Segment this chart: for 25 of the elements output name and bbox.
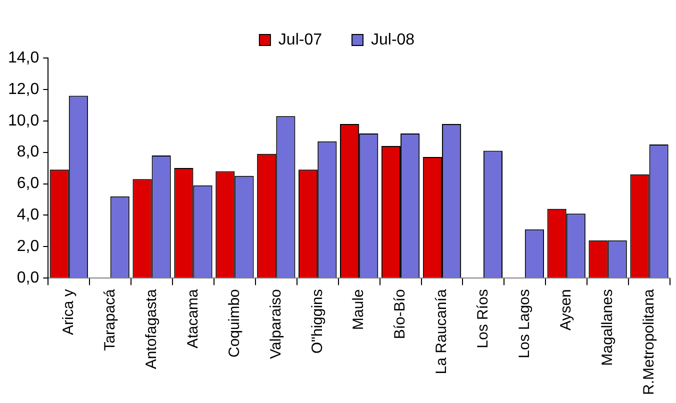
x-tick-label: R.Metropolitana: [640, 288, 658, 396]
y-tick-label: 4,0: [16, 206, 40, 224]
legend-label: Jul-07: [278, 31, 322, 48]
x-tick-label: Bío-Bío: [392, 289, 409, 340]
legend-label: Jul-08: [371, 31, 415, 48]
y-tick-label: 12,0: [8, 80, 40, 98]
y-tick-label: 14,0: [8, 49, 40, 66]
x-tick-label: Valparaiso: [267, 289, 284, 359]
y-tick-label: 10,0: [8, 112, 40, 130]
x-tick-label: La Raucanía: [433, 288, 450, 374]
x-tick-label: O"higgins: [308, 289, 326, 354]
x-tick-label: Arica y: [60, 288, 78, 335]
x-tick-label: Antofagasta: [142, 288, 160, 370]
x-tick-label: Atacama: [184, 288, 202, 348]
y-tick-label: 0,0: [16, 270, 40, 287]
x-tick-label: Los Ríos: [474, 289, 492, 348]
x-tick-label: Aysen: [557, 289, 574, 331]
y-tick-label: 8,0: [16, 144, 40, 161]
y-tick-label: 6,0: [16, 175, 40, 192]
x-tick-label: Maule: [350, 289, 368, 330]
x-tick-label: Los Lagos: [516, 289, 534, 358]
y-tick-label: 2,0: [16, 238, 40, 256]
x-tick-label: Tarapacá: [101, 288, 118, 351]
x-tick-label: Coquimbo: [226, 289, 243, 358]
x-tick-label: Magallanes: [598, 289, 616, 366]
